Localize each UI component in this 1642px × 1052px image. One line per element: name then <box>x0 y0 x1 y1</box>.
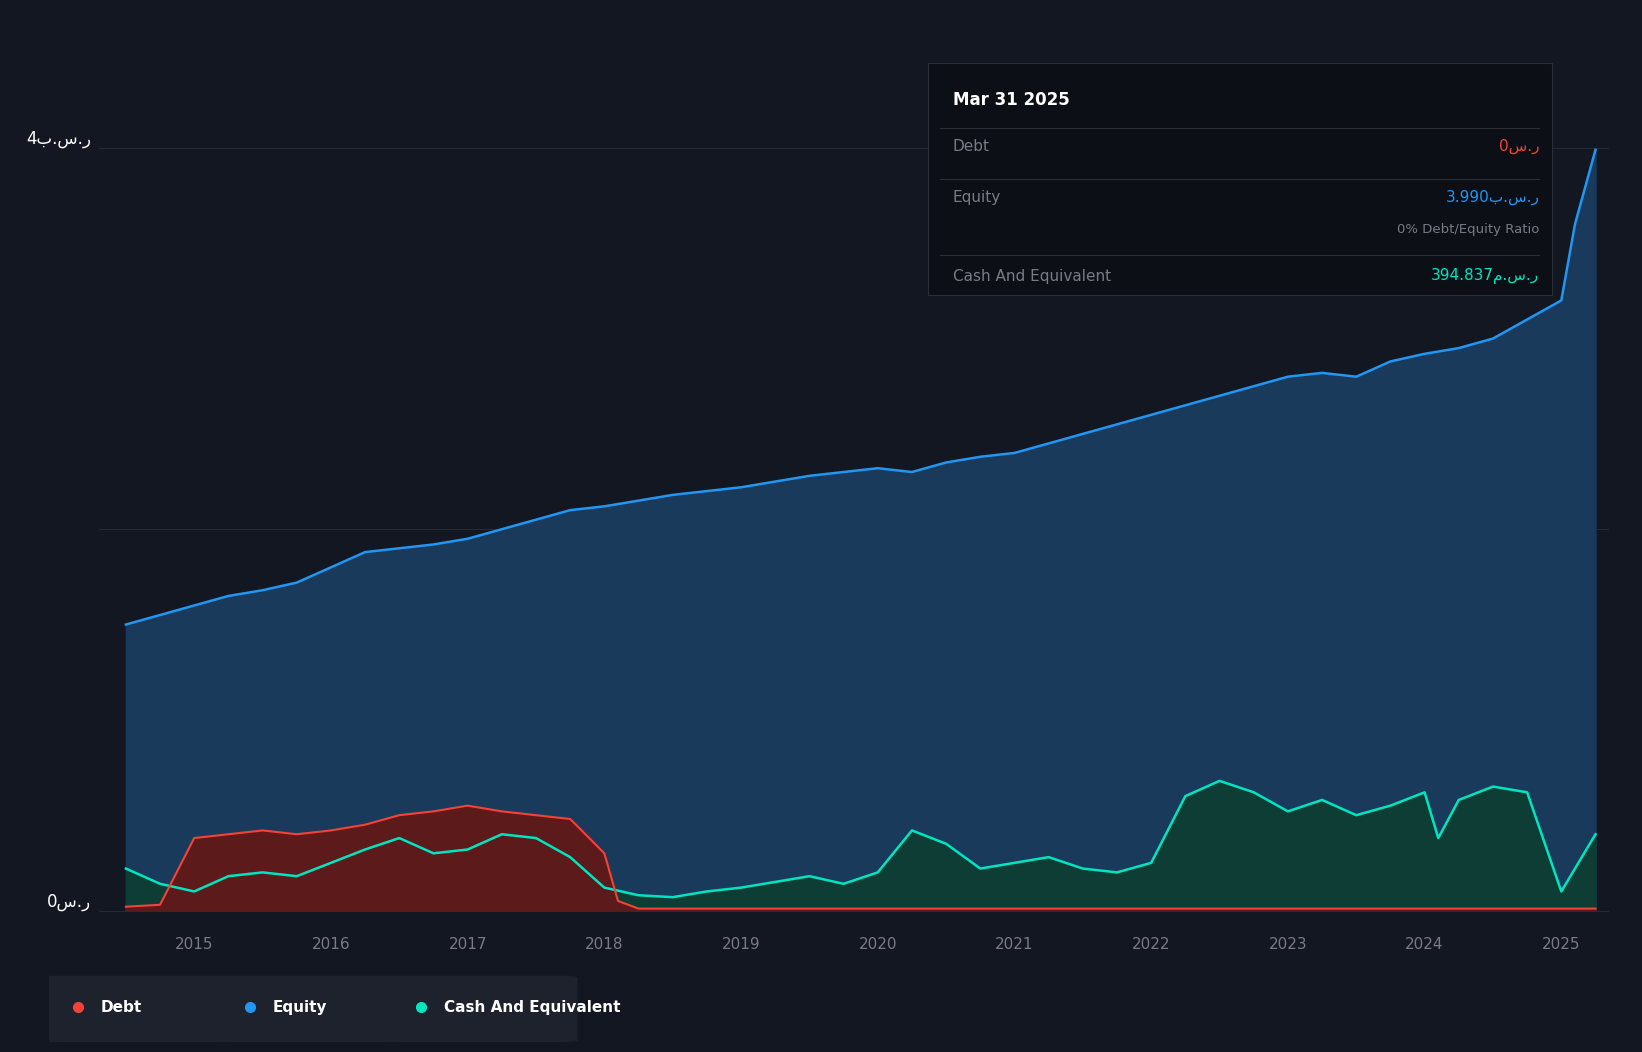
Text: 0% Debt/Equity Ratio: 0% Debt/Equity Ratio <box>1397 223 1539 237</box>
Text: 394.837م.س.ر: 394.837م.س.ر <box>1432 268 1539 284</box>
Text: 4ب.س.ر: 4ب.س.ر <box>26 130 90 148</box>
Text: 0س.ر: 0س.ر <box>1499 139 1539 154</box>
Text: Cash And Equivalent: Cash And Equivalent <box>443 999 621 1015</box>
Text: 0س.ر: 0س.ر <box>48 892 90 911</box>
Text: Equity: Equity <box>273 999 327 1015</box>
FancyBboxPatch shape <box>212 976 406 1041</box>
Text: Mar 31 2025: Mar 31 2025 <box>952 90 1069 109</box>
Text: 3.990ب.س.ر: 3.990ب.س.ر <box>1445 189 1539 205</box>
Text: Equity: Equity <box>952 189 1002 205</box>
Text: Cash And Equivalent: Cash And Equivalent <box>952 268 1112 284</box>
Text: Debt: Debt <box>100 999 141 1015</box>
FancyBboxPatch shape <box>384 976 578 1041</box>
Text: Debt: Debt <box>952 139 990 154</box>
FancyBboxPatch shape <box>39 976 235 1041</box>
